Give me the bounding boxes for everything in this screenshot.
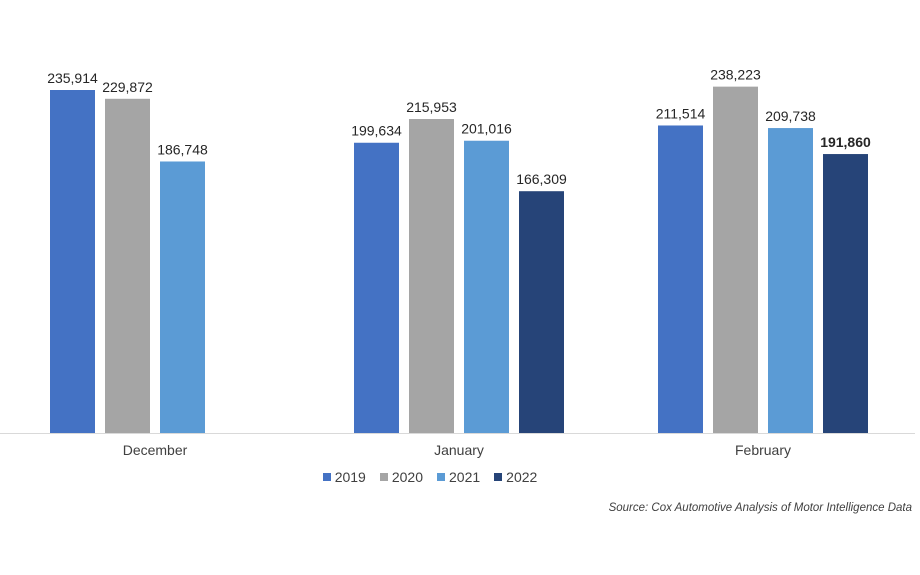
data-label: 166,309 <box>516 171 567 187</box>
data-label: 186,748 <box>157 141 208 157</box>
legend-label: 2021 <box>449 469 481 485</box>
legend-item-2021: 2021 <box>437 469 480 485</box>
data-label: 238,223 <box>710 67 761 83</box>
bar-2020-january <box>409 119 454 433</box>
data-label: 235,914 <box>47 70 98 86</box>
legend-label: 2020 <box>391 469 423 485</box>
data-label: 209,738 <box>765 108 816 124</box>
bar-2022-february <box>823 154 868 434</box>
bar-2021-february <box>768 128 813 433</box>
legend-item-2020: 2020 <box>379 469 423 485</box>
bar-2022-january <box>519 191 564 433</box>
legend-item-2019: 2019 <box>322 469 366 485</box>
bar-2019-february <box>658 125 703 433</box>
legend-swatch <box>494 473 503 481</box>
data-label: 191,860 <box>820 134 871 150</box>
legend-swatch <box>379 473 388 481</box>
data-label: 229,872 <box>102 79 153 95</box>
bar-2019-january <box>354 142 399 433</box>
bar-2020-february <box>713 86 758 434</box>
legend-item-2022: 2022 <box>494 469 537 485</box>
legend-label: 2022 <box>506 469 538 485</box>
data-label: 201,016 <box>461 121 512 137</box>
legend: 2019 2020 2021 2022 <box>0 469 860 485</box>
bar-2019-december <box>50 90 95 433</box>
source-note: Source: Cox Automotive Analysis of Motor… <box>608 502 912 514</box>
x-tick-label: January <box>434 442 484 458</box>
legend-swatch <box>437 473 445 481</box>
bar-2021-january <box>464 140 509 433</box>
x-tick-label: December <box>123 442 188 458</box>
legend-swatch <box>322 473 331 481</box>
data-label: 199,634 <box>351 123 402 139</box>
x-tick-label: February <box>735 442 791 458</box>
legend-label: 2019 <box>334 469 366 485</box>
data-label: 215,953 <box>406 99 457 115</box>
bar-2021-december <box>160 161 205 434</box>
data-label: 211,514 <box>656 105 706 121</box>
bar-2020-december <box>105 98 150 434</box>
